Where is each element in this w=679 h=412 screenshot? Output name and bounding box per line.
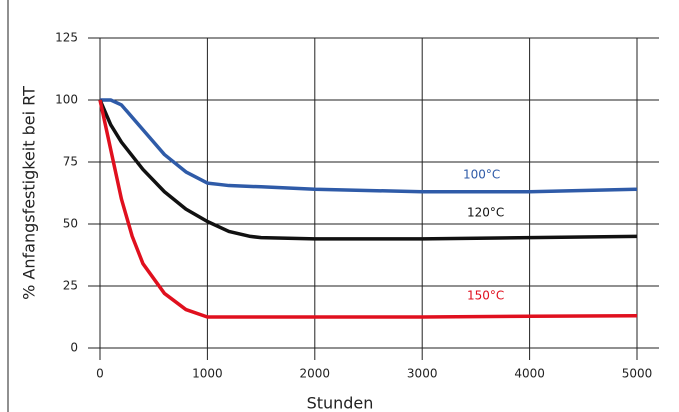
data-line <box>100 98 638 194</box>
x-tick-label: 3000 <box>407 367 438 381</box>
x-tick-label: 5000 <box>622 367 653 381</box>
y-tick-label: 0 <box>70 341 78 355</box>
series-label: 120°C <box>467 206 504 220</box>
data-line <box>98 99 638 241</box>
y-tick-label: 50 <box>63 217 78 231</box>
y-tick-label: 125 <box>55 31 78 45</box>
series-label: 100°C <box>463 168 500 182</box>
y-axis-label: % Anfangsfestigkeit bei RT <box>20 86 39 300</box>
data-line <box>98 99 638 319</box>
x-tick-label: 4000 <box>514 367 545 381</box>
series-label: 150°C <box>467 289 504 303</box>
x-axis-label: Stunden <box>307 394 374 412</box>
y-tick-label: 100 <box>55 93 78 107</box>
x-tick-label: 0 <box>96 367 104 381</box>
y-tick-label: 75 <box>63 155 78 169</box>
y-tick-label: 25 <box>63 279 78 293</box>
x-tick-label: 1000 <box>192 367 223 381</box>
x-tick-label: 2000 <box>300 367 331 381</box>
